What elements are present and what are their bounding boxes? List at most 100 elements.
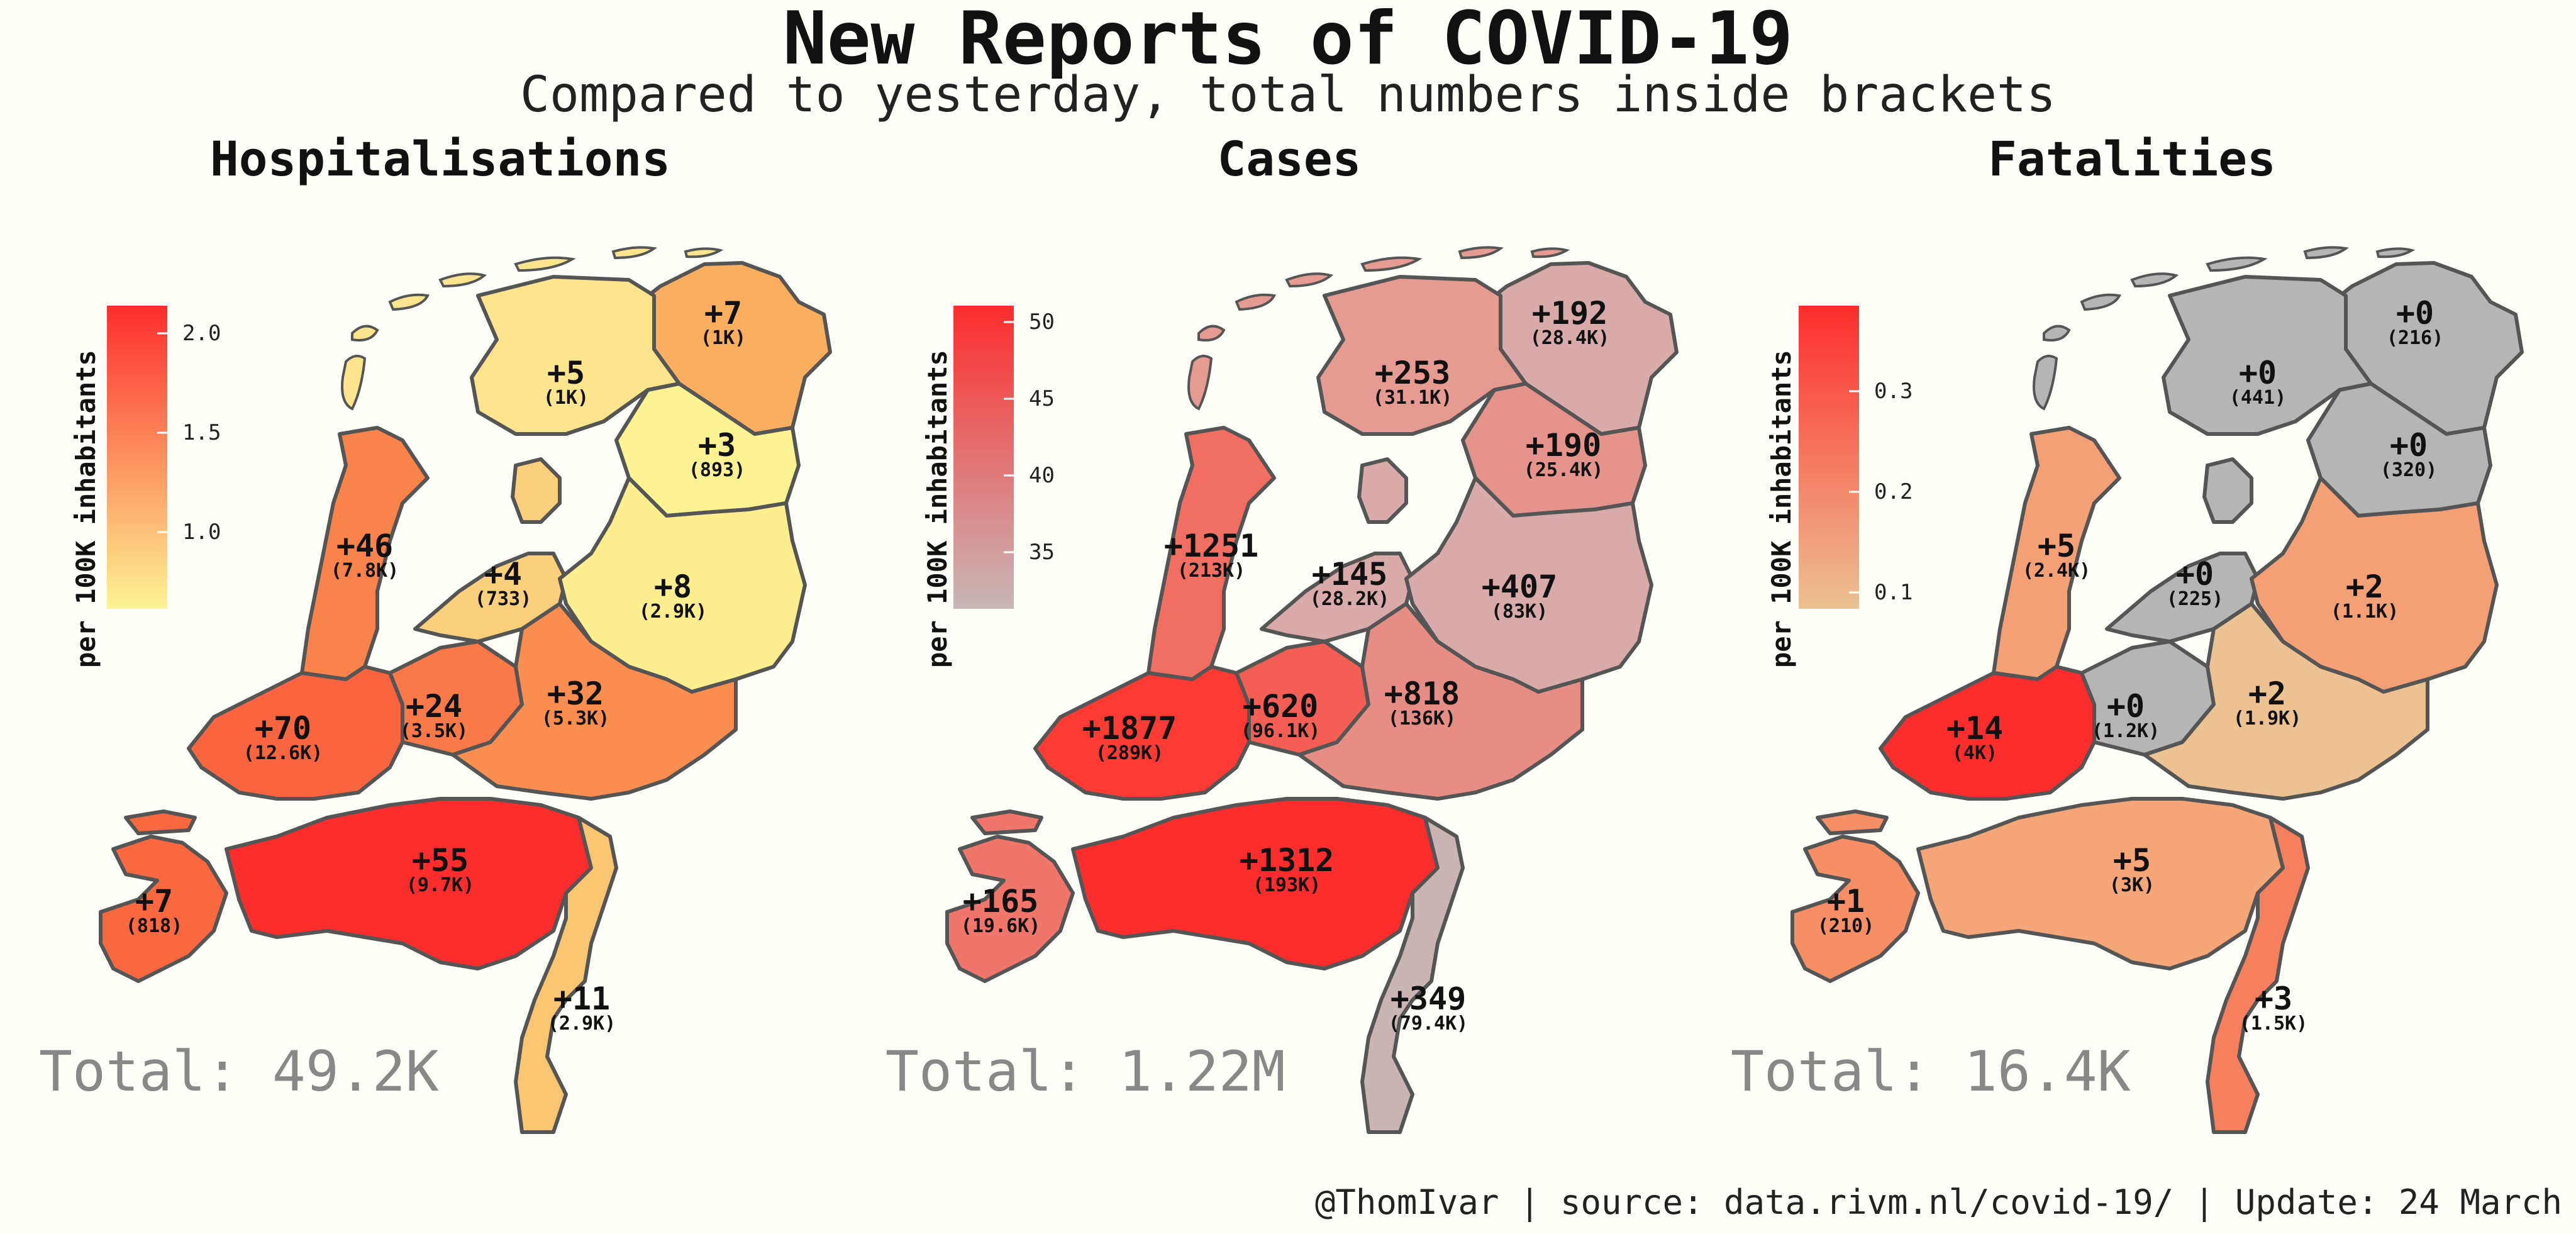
label-total-utrecht: (96.1K)	[1241, 720, 1320, 742]
legend-tick-label: 0.2	[1874, 479, 1913, 504]
province-noord-holland	[1992, 426, 2121, 681]
label-new-limburg: +349	[1391, 981, 1466, 1017]
panel-title-cases: Cases	[1217, 131, 1362, 187]
total-cases: Total: 1.22M	[886, 1039, 1285, 1104]
label-total-flevoland: (225)	[2167, 588, 2223, 610]
label-new-groningen: +0	[2396, 295, 2434, 331]
legend-tick-label: 0.3	[1874, 379, 1913, 404]
color-legend-bar	[953, 306, 1014, 609]
total-hospitalisations: Total: 49.2K	[39, 1039, 439, 1104]
province-gelderland	[2143, 602, 2429, 801]
legend-tick-label: 50	[1029, 309, 1055, 335]
label-new-limburg: +3	[2255, 981, 2292, 1017]
label-total-gelderland: (136K)	[1388, 708, 1456, 730]
label-new-noord-holland: +5	[2038, 528, 2075, 564]
panel-title-hospitalisations: Hospitalisations	[209, 131, 671, 187]
label-new-noord-holland: +1251	[1164, 528, 1259, 564]
chart-title: New Reports of COVID-19	[782, 0, 1794, 81]
label-total-friesland: (1K)	[543, 387, 589, 409]
color-legend-bar	[107, 306, 167, 609]
label-new-noord-brabant: +5	[2113, 842, 2151, 879]
label-total-zuid-holland: (4K)	[1952, 742, 1997, 764]
label-new-overijssel: +2	[2346, 569, 2384, 605]
label-new-friesland: +0	[2239, 355, 2277, 391]
total-fatalities: Total: 16.4K	[1731, 1039, 2131, 1104]
label-total-overijssel: (1.1K)	[2331, 601, 2399, 623]
label-new-flevoland: +0	[2176, 556, 2214, 592]
label-new-flevoland: +145	[1312, 556, 1387, 592]
label-total-zuid-holland: (289K)	[1096, 742, 1163, 764]
label-total-overijssel: (83K)	[1491, 601, 1548, 623]
label-new-friesland: +253	[1375, 355, 1450, 391]
legend-tick-label: 45	[1029, 386, 1055, 411]
label-total-drenthe: (25.4K)	[1524, 459, 1603, 481]
province-friesland	[1316, 275, 1528, 436]
province-gelderland	[1297, 602, 1584, 801]
footer-source: @ThomIvar | source: data.rivm.nl/covid-1…	[1314, 1182, 2562, 1222]
label-new-zeeland: +165	[963, 883, 1038, 920]
label-total-friesland: (441)	[2229, 387, 2286, 409]
province-zuid-holland	[1033, 665, 1251, 801]
province-limburg	[1360, 816, 1465, 1134]
color-legend-bar	[1799, 306, 1859, 609]
label-total-groningen: (1K)	[701, 327, 746, 349]
province-friesland	[2162, 275, 2373, 436]
label-new-friesland: +5	[547, 355, 585, 391]
label-total-limburg: (1.5K)	[2240, 1013, 2307, 1035]
label-total-overijssel: (2.9K)	[639, 601, 707, 623]
map-cases: +192(28.4K)+253(31.1K)+190(25.4K)+1251(2…	[945, 246, 1679, 1134]
label-total-noord-brabant: (9.7K)	[406, 874, 474, 896]
label-new-groningen: +192	[1532, 295, 1607, 331]
label-total-limburg: (2.9K)	[548, 1013, 616, 1035]
label-total-gelderland: (5.3K)	[541, 708, 609, 730]
label-new-noord-brabant: +1312	[1240, 842, 1335, 879]
chart-subtitle: Compared to yesterday, total numbers ins…	[520, 67, 2056, 123]
label-new-drenthe: +3	[698, 427, 736, 464]
label-new-zuid-holland: +70	[255, 710, 311, 747]
label-new-noord-brabant: +55	[412, 842, 469, 879]
province-noord-brabant	[225, 797, 593, 970]
label-total-groningen: (28.4K)	[1530, 327, 1609, 349]
label-total-utrecht: (1.2K)	[2092, 720, 2160, 742]
province-zuid-holland	[1879, 665, 2096, 801]
label-total-noord-holland: (2.4K)	[2023, 560, 2090, 582]
label-total-noord-holland: (7.8K)	[331, 560, 399, 582]
label-total-zeeland: (19.6K)	[961, 915, 1040, 937]
label-total-utrecht: (3.5K)	[400, 720, 468, 742]
label-new-overijssel: +407	[1482, 569, 1557, 605]
legend-tick-label: 2.0	[182, 321, 221, 346]
label-new-gelderland: +2	[2248, 675, 2286, 712]
label-new-zuid-holland: +14	[1946, 710, 2003, 747]
legend-tick-label: 40	[1029, 463, 1055, 488]
label-total-flevoland: (733)	[475, 588, 531, 610]
label-total-gelderland: (1.9K)	[2233, 708, 2301, 730]
label-new-drenthe: +190	[1526, 427, 1601, 464]
map-hospitalisations: +7(1K)+5(1K)+3(893)+46(7.8K) +4(733) +8(2.…	[99, 246, 832, 1134]
label-total-zeeland: (818)	[126, 915, 182, 937]
label-total-drenthe: (893)	[689, 459, 745, 481]
label-total-limburg: (79.4K)	[1389, 1013, 1468, 1035]
province-zeeland	[99, 809, 228, 983]
label-total-noord-brabant: (3K)	[2109, 874, 2155, 896]
label-new-limburg: +11	[553, 981, 610, 1017]
province-noord-brabant	[1071, 797, 1440, 970]
label-new-drenthe: +0	[2390, 427, 2428, 464]
label-new-flevoland: +4	[484, 556, 522, 592]
label-new-overijssel: +8	[654, 569, 692, 605]
label-total-zeeland: (210)	[1818, 915, 1874, 937]
province-noord-brabant	[1916, 797, 2285, 970]
province-zeeland	[1790, 809, 1920, 983]
province-limburg	[2206, 816, 2310, 1134]
legend-tick-label: 1.5	[182, 420, 221, 445]
label-total-drenthe: (320)	[2380, 459, 2437, 481]
panel-title-fatalities: Fatalities	[1988, 131, 2276, 187]
legend-tick-label: 35	[1029, 540, 1055, 565]
province-noord-holland	[300, 426, 430, 681]
label-new-gelderland: +818	[1384, 675, 1460, 712]
province-zuid-holland	[187, 665, 404, 801]
province-zeeland	[945, 809, 1075, 983]
label-new-noord-holland: +46	[336, 528, 393, 564]
label-new-groningen: +7	[704, 295, 742, 331]
province-noord-holland	[1146, 426, 1276, 681]
